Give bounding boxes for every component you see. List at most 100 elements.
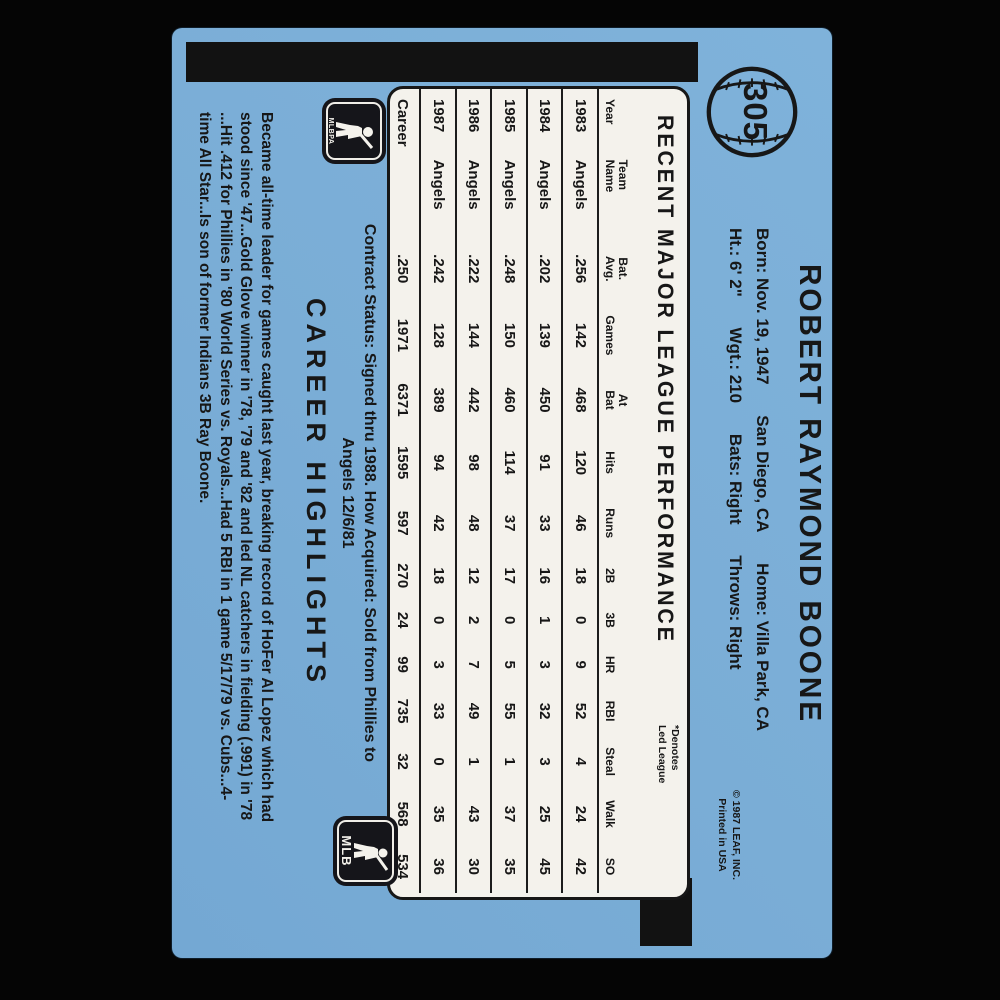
- stats-value: 735: [387, 686, 422, 736]
- stats-value: Angels: [492, 149, 528, 235]
- stats-value: 2: [457, 597, 493, 643]
- stats-value: 35: [421, 787, 457, 841]
- stats-value: 6371: [387, 367, 422, 433]
- mlbpa-logo: MLBPA: [326, 102, 382, 160]
- stats-value: 4: [563, 735, 599, 788]
- copyright-notice: © 1987 LEAF, INC. Printed in USA: [715, 770, 742, 900]
- stats-value: 3: [528, 735, 564, 788]
- stats-value: 597: [387, 492, 422, 554]
- bio-throws: Throws: Right: [726, 555, 745, 670]
- stats-value: Angels: [528, 149, 564, 235]
- stats-row-label: 1986: [457, 89, 493, 150]
- stats-value: 24: [563, 787, 599, 841]
- stats-value: 55: [492, 686, 528, 736]
- contract-status-line-2: Angels 12/6/81: [339, 437, 356, 549]
- stats-value: [387, 149, 422, 235]
- stats-value: 142: [563, 303, 599, 368]
- stats-value: 42: [421, 492, 457, 554]
- stats-value: 1: [457, 735, 493, 788]
- stats-value: 52: [563, 686, 599, 736]
- stats-value: 91: [528, 432, 564, 493]
- stats-value: .256: [563, 234, 599, 304]
- stats-column-header: Bat. Avg.: [602, 255, 630, 282]
- stats-value: 9: [563, 642, 599, 687]
- stats-column-header: Walk: [602, 800, 617, 828]
- stats-column-header: 3B: [602, 612, 617, 628]
- stats-column-header: RBI: [602, 700, 617, 722]
- stats-value: 98: [457, 432, 493, 493]
- stats-value: 99: [387, 642, 422, 687]
- stats-value: 16: [528, 553, 564, 598]
- stats-value: 36: [421, 840, 457, 893]
- career-highlights-line: ...Hit .412 for Phillies in '80 World Se…: [217, 112, 234, 801]
- stats-value: 33: [528, 492, 564, 554]
- stats-row-label: 1985: [492, 89, 528, 150]
- stats-value: 450: [528, 367, 564, 433]
- bio-born: Born: Nov. 19, 1947: [753, 228, 772, 385]
- stats-value: 128: [421, 303, 457, 368]
- denotes-led-league-note: *Denotes Led League: [656, 725, 681, 784]
- bio-height: Ht.: 6' 2": [726, 228, 745, 297]
- stats-value: 94: [421, 432, 457, 493]
- stats-row-label: 1983: [563, 89, 599, 150]
- stats-value: 1971: [387, 303, 422, 368]
- stats-value: 33: [421, 686, 457, 736]
- stats-value: 7: [457, 642, 493, 687]
- stats-value: Angels: [421, 149, 457, 235]
- stats-value: 5: [492, 642, 528, 687]
- stats-value: 37: [492, 492, 528, 554]
- stats-value: 46: [563, 492, 599, 554]
- stats-value: 1595: [387, 432, 422, 493]
- stats-value: 32: [528, 686, 564, 736]
- stats-value: 12: [457, 553, 493, 598]
- stats-column-header: HR: [602, 655, 617, 674]
- career-highlights-line: time All Star...Is son of former Indians…: [196, 112, 214, 504]
- stats-value: 18: [563, 553, 599, 598]
- stats-value: 442: [457, 367, 493, 433]
- stats-column-header: Games: [602, 315, 617, 356]
- stats-row-label: 1987: [421, 89, 457, 150]
- stats-value: 460: [492, 367, 528, 433]
- stats-value: 37: [492, 787, 528, 841]
- mlb-logo-label: MLB: [339, 835, 354, 867]
- stats-column-header: Team Name: [602, 159, 630, 193]
- stats-value: 17: [492, 553, 528, 598]
- stats-value: 114: [492, 432, 528, 493]
- stats-value: Angels: [563, 149, 599, 235]
- copyright-line-2: Printed in USA: [716, 798, 729, 872]
- stats-box-title: RECENT MAJOR LEAGUE PERFORMANCE: [653, 115, 678, 644]
- stats-value: 0: [492, 597, 528, 643]
- career-highlights-title: CAREER HIGHLIGHTS: [301, 297, 331, 688]
- stats-column-header: SO: [602, 857, 617, 876]
- baseball-card-back: 305 ROBERT RAYMOND BOONE Born: Nov. 19, …: [172, 28, 832, 958]
- stats-value: 30: [457, 840, 493, 893]
- mlbpa-logo-label: MLBPA: [327, 117, 334, 145]
- stats-column-header: Hits: [602, 451, 617, 474]
- stats-box: RECENT MAJOR LEAGUE PERFORMANCE *Denotes…: [387, 86, 690, 900]
- stats-value: 1: [492, 735, 528, 788]
- career-highlights-paragraph: Became all-time leader for games caught …: [194, 112, 276, 948]
- stats-column-header: Runs: [602, 508, 617, 539]
- stats-value: 3: [528, 642, 564, 687]
- stats-value: 18: [421, 553, 457, 598]
- bio-line-2: Ht.: 6' 2" Wgt.: 210 Bats: Right Throws:…: [725, 228, 745, 695]
- bio-home: Home: Villa Park, CA: [753, 563, 772, 731]
- stats-value: 25: [528, 787, 564, 841]
- career-highlights-line: Became all-time leader for games caught …: [258, 112, 275, 823]
- stats-value: 0: [421, 597, 457, 643]
- bio-line-1: Born: Nov. 19, 1947 San Diego, CA Home: …: [752, 228, 772, 757]
- stats-value: 150: [492, 303, 528, 368]
- stats-column-header: At Bat: [602, 390, 630, 410]
- stats-column-header: Year: [602, 99, 617, 125]
- contract-status-line-1: Contract Status: Signed thru 1988. How A…: [361, 223, 378, 763]
- career-highlights-line: stood since '47...Gold Glove winner in '…: [237, 112, 255, 821]
- bio-bats: Bats: Right: [726, 433, 745, 525]
- stats-value: .248: [492, 234, 528, 304]
- batter-silhouette-icon: [354, 843, 389, 871]
- player-name: ROBERT RAYMOND BOONE: [793, 264, 828, 724]
- stats-value: .222: [457, 234, 493, 304]
- stats-value: 42: [563, 840, 599, 893]
- stats-column-header: 2B: [602, 568, 617, 584]
- stats-column-header: Steal: [602, 747, 617, 776]
